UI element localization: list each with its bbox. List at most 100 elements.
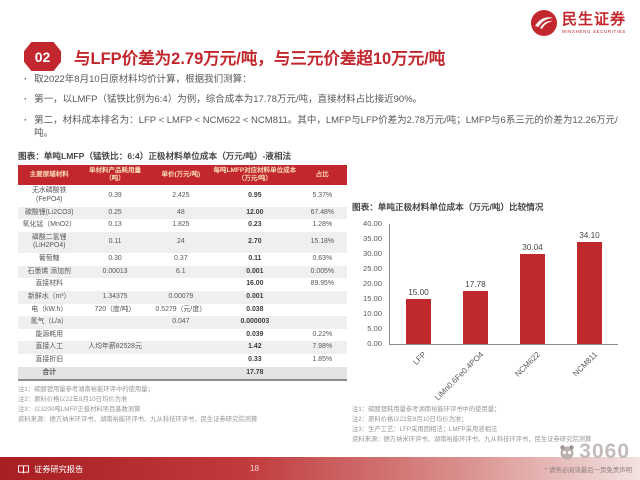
cell-share: 89.95% [310,280,334,288]
cell-price [150,329,213,342]
cell-unit-cost: 0.95 [248,191,262,199]
cell-price [150,354,213,367]
cell-material: 石墨烯 添加剂 [27,267,71,275]
bullet-dot: · [24,94,28,106]
cell-price [150,367,213,381]
cell-material: 氧化锰（MnO2） [22,221,76,229]
cell-unit-cost: 16.00 [246,280,264,288]
cell-share: 0.005% [310,267,334,275]
cell-unit-cost: 0.23 [248,221,262,229]
bullet-text: 取2022年8月10日原材料均价计算，根据我们测算： [34,74,252,85]
bullet-dot: · [24,74,28,85]
bar [406,299,431,344]
cell-material: 合计 [42,368,57,376]
cell-unit-cost: 0.001 [246,267,264,275]
bar [463,290,488,344]
chart-section: 图表：单吨正极材料单位成本（万元/吨）比较情况 40.00 35.00 30.00 2… [352,201,630,445]
cell-usage: 0.25 [108,208,122,216]
cell-unit-cost: 0.33 [248,356,262,363]
y-tick-label: 10.00 [362,309,382,319]
cell-material: 碳酸锂(Li2CO3) [24,208,74,216]
bar-group: 15.00 [390,224,447,344]
cost-table-header: 主要原辅材料 单材料产品耗用量（吨） 单价(万元/吨) 每吨LMFP对应材料单位… [18,165,347,186]
table-caption: 图表：单吨LMFP（锰铁比：6:4）正极材料单位成本（万元/吨）-液相法 [18,151,292,161]
bar-group: 30.04 [504,224,561,344]
col-header-unit-cost: 每吨LMFP对应材料单位成本（万元/吨） [212,165,298,186]
cell-unit-cost: 12.00 [246,208,264,216]
cell-share: 1.85% [312,356,333,363]
bar-value-label: 34.10 [579,230,600,240]
cell-price: 1.825 [172,221,190,229]
cell-unit-cost: 0.039 [246,330,264,338]
cell-price: 24 [176,238,185,246]
bullet-text: 第二，材料成本排名为：LFP < LMFP < NCM622 < NCM811。… [34,114,618,139]
footer-report-label-group: 证券研究报告 [18,463,83,475]
watermark: 3060 [559,440,630,464]
minsheng-logo-icon [530,10,557,36]
cell-share [298,367,347,381]
cell-unit-cost: 0.000003 [240,318,270,326]
bullet-item: · 取2022年8月10日原材料均价计算，根据我们测算： [24,73,626,86]
chart-source: 资料来源：德方纳米环评书、湖南裕能环评书、九从科技环评书，民生证券研究院测算 [352,436,592,444]
watermark-text: 3060 [579,440,630,463]
bar-group: 34.10 [561,224,618,344]
cell-price: 0.047 [172,318,190,326]
cell-share: 1.28% [312,221,333,229]
cell-usage: 1.34375 [102,292,128,300]
chart-caption: 图表：单吨正极材料单位成本（万元/吨）比较情况 [352,202,544,212]
cell-material: 能源耗用 [35,330,64,338]
brand-name-en: MINSHENG SECURITIES [561,29,626,34]
bullet-dot: · [24,114,28,126]
cell-material: 直接折旧 [35,356,64,363]
table-notes: 注1：碳酸锂用量参考湖南裕能环评中的使用量； 注2：原料价格以22年8月10日均价… [18,385,347,415]
table-row: 合计 17.78 [18,366,347,381]
bar-value-label: 15.00 [408,288,429,297]
cell-share: 0.22% [312,330,333,338]
cell-share: 67.48% [310,208,334,216]
cell-material: 新鲜水（m³） [28,292,71,300]
cell-price [150,341,213,354]
cell-price: 0.5279（元/度） [155,305,207,313]
book-icon [18,464,29,473]
cell-material: 无水磷酸铁(FePO4) [32,187,67,203]
cell-price: 0.00079 [168,292,194,300]
cell-share [298,316,347,329]
x-tick-text: NCM622 [513,350,542,379]
cell-share [298,291,347,304]
y-tick-label: 35.00 [362,234,382,244]
bar [577,241,602,344]
cell-share: 0.63% [312,255,333,262]
y-axis: 40.00 35.00 30.00 25.00 20.00 15.00 10.00 5.00 0… [352,220,382,348]
cell-material: 电（kW.h） [31,305,68,313]
x-tick-text: NCM811 [570,350,599,379]
chart-plot: 15.00 17.78 30.04 34.10 [389,224,618,345]
table-section: 图表：单吨LMFP（锰铁比：6:4）正极材料单位成本（万元/吨）-液相法 主要原… [18,150,347,426]
table-row: 磷酸二氢锂(LiH2PO4) 0.11 24 2.70 15.18% [18,231,347,253]
note-item: 注3：以3200吨LMFP正极材料项目基数测算 [18,406,141,414]
note-item: 注1：碳酸锂用量参考湖南裕能环评中的使用量； [18,386,154,394]
table-row: 氧化锰（MnO2） 0.13 1.825 0.23 1.28% [18,219,347,232]
cell-usage [81,329,150,342]
table-source: 资料来源：德方纳米环评书、湖南裕能环评书、九从科技环评书，民生证券研究院测算 [18,416,258,424]
y-tick-label: 25.00 [362,264,382,274]
x-axis: LFP LiMn0.6Fe0.4PO4 NCM622 NCM811 [352,346,630,402]
cell-share: 5.37% [312,191,333,199]
cell-material: 直接材料 [35,280,64,288]
watermark-panda-icon [560,445,574,460]
cell-usage: 0.30 [108,255,122,262]
table-row: 电（kW.h） 720（度/吨） 0.5279（元/度） 0.038 [18,304,347,317]
cell-usage [81,316,150,329]
cell-price: 48 [176,208,185,216]
bullet-text: 第一，以LMFP（锰铁比例为6:4）为例，综合成本为17.78万元/吨，直接材料… [34,94,423,106]
footer-bar: 证券研究报告 18 * 请务必阅读最后一页免责声明 [0,457,640,480]
bar-value-label: 17.78 [465,279,486,289]
cell-material: 磷酸二氢锂(LiH2PO4) [32,233,67,250]
y-tick-label: 20.00 [362,279,382,289]
cell-usage [81,354,150,367]
col-header-material: 主要原辅材料 [18,165,81,186]
cell-unit-cost: 0.001 [246,292,264,300]
cell-price: 0.37 [174,255,188,262]
note-item: 注1：碳酸锂耗用量参考湖南裕能环评书中的使用量； [352,406,501,413]
table-row: 能源耗用 0.039 0.22% [18,329,347,342]
note-item: 注3：生产工艺：LFP采用固相法；LMFP采用液相法 [352,426,498,434]
